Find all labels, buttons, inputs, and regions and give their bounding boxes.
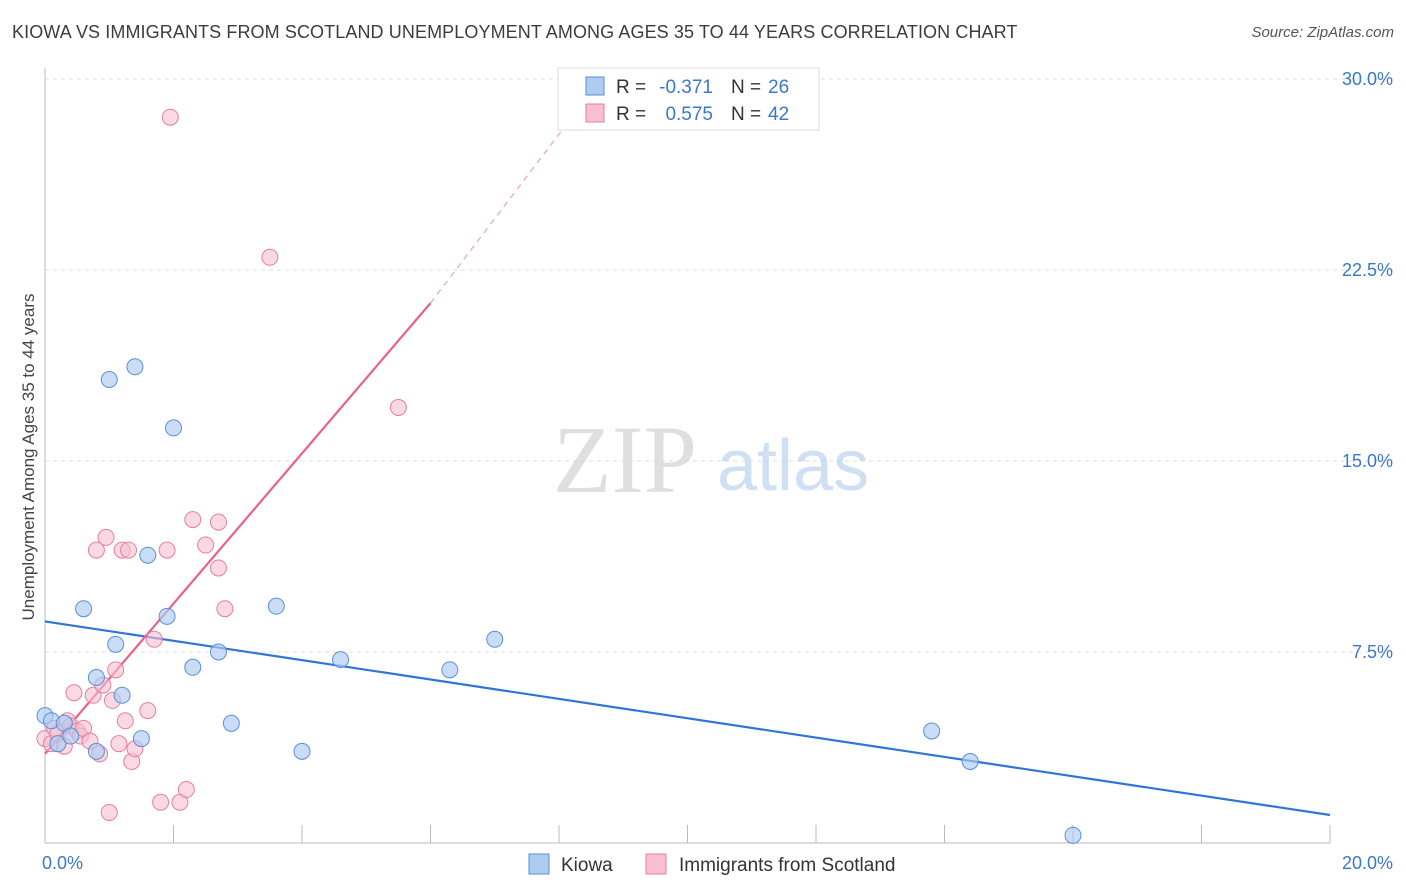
kiowa-trend-line bbox=[44, 620, 1331, 817]
scotland-point bbox=[110, 735, 128, 753]
y-tick-labels: 7.5% 15.0% 22.5% 30.0% bbox=[1342, 69, 1393, 662]
scotland-point bbox=[261, 248, 279, 266]
kiowa-point bbox=[1064, 826, 1082, 844]
x-tick-label: 20.0% bbox=[1342, 853, 1393, 873]
kiowa-point bbox=[961, 753, 979, 771]
scotland-point bbox=[158, 541, 176, 559]
kiowa-n-label: N = bbox=[731, 77, 761, 98]
scotland-point bbox=[184, 511, 202, 529]
kiowa-r-label: R = bbox=[616, 77, 646, 98]
scotland-r-value: 0.575 bbox=[665, 104, 713, 125]
legend-kiowa-swatch[interactable] bbox=[528, 853, 550, 875]
kiowa-point bbox=[209, 643, 227, 661]
scotland-point bbox=[389, 399, 407, 417]
scotland-point bbox=[107, 661, 125, 679]
kiowa-point bbox=[486, 630, 504, 648]
scotland-point bbox=[161, 108, 179, 126]
legend-scotland-label[interactable]: Immigrants from Scotland bbox=[679, 855, 895, 876]
kiowa-point bbox=[126, 358, 144, 376]
scotland-point bbox=[152, 793, 170, 811]
kiowa-point bbox=[62, 727, 80, 745]
kiowa-point bbox=[158, 607, 176, 625]
kiowa-n-value: 26 bbox=[768, 77, 789, 98]
y-tick-label: 22.5% bbox=[1342, 260, 1393, 280]
scotland-point bbox=[87, 541, 105, 559]
scotland-point bbox=[65, 684, 83, 702]
kiowa-r-value: -0.371 bbox=[659, 77, 713, 98]
scotland-point bbox=[177, 781, 195, 799]
chart-title: KIOWA VS IMMIGRANTS FROM SCOTLAND UNEMPL… bbox=[12, 22, 1018, 42]
scotland-trend-extension bbox=[430, 116, 573, 304]
kiowa-point bbox=[222, 714, 240, 732]
scotland-n-label: N = bbox=[731, 104, 761, 125]
kiowa-point bbox=[113, 686, 131, 704]
x-tick-labels: 0.0% 20.0% bbox=[42, 853, 1393, 873]
kiowa-point bbox=[87, 742, 105, 760]
kiowa-point bbox=[87, 668, 105, 686]
gridlines bbox=[45, 78, 1393, 653]
trend-lines bbox=[44, 116, 1331, 817]
legend-scotland-swatch[interactable] bbox=[645, 853, 667, 875]
series-kiowa bbox=[36, 358, 1082, 844]
scotland-n-value: 42 bbox=[768, 104, 789, 125]
kiowa-point bbox=[923, 722, 941, 740]
kiowa-point bbox=[293, 742, 311, 760]
scotland-point bbox=[209, 559, 227, 577]
kiowa-point bbox=[165, 419, 182, 437]
kiowa-point bbox=[100, 371, 118, 389]
kiowa-point bbox=[107, 635, 125, 653]
scotland-point bbox=[216, 600, 234, 618]
kiowa-swatch bbox=[585, 76, 605, 96]
scotland-point bbox=[116, 712, 134, 730]
kiowa-point bbox=[267, 597, 285, 615]
watermark: ZIP atlas bbox=[553, 406, 869, 513]
scotland-point bbox=[97, 528, 115, 546]
y-tick-label: 30.0% bbox=[1342, 69, 1393, 89]
kiowa-point bbox=[75, 600, 93, 618]
series-legend: Kiowa Immigrants from Scotland bbox=[528, 853, 895, 876]
kiowa-point bbox=[184, 658, 202, 676]
series-immigrants-from-scotland bbox=[36, 108, 407, 821]
scotland-point bbox=[120, 541, 138, 559]
watermark-zip: ZIP bbox=[553, 406, 697, 513]
scotland-point bbox=[209, 513, 227, 531]
source-credit: Source: ZipAtlas.com bbox=[1251, 24, 1394, 41]
stats-legend: R = -0.371 N = 26 R = 0.575 N = 42 bbox=[557, 67, 820, 131]
kiowa-point bbox=[441, 661, 459, 679]
scotland-point bbox=[100, 803, 118, 821]
watermark-atlas: atlas bbox=[717, 426, 869, 506]
kiowa-point bbox=[49, 735, 67, 753]
scotland-swatch bbox=[585, 103, 605, 123]
scotland-point bbox=[197, 536, 215, 554]
kiowa-point bbox=[132, 730, 150, 748]
scotland-point bbox=[145, 630, 163, 648]
scotland-trend-line bbox=[44, 302, 432, 755]
legend-kiowa-label[interactable]: Kiowa bbox=[561, 855, 613, 876]
scotland-r-label: R = bbox=[616, 104, 646, 125]
kiowa-point bbox=[332, 651, 350, 669]
scotland-point bbox=[139, 702, 157, 720]
x-tick-label: 0.0% bbox=[42, 853, 83, 873]
y-tick-label: 7.5% bbox=[1352, 642, 1393, 662]
kiowa-point bbox=[139, 546, 157, 564]
y-tick-label: 15.0% bbox=[1342, 451, 1393, 471]
y-axis-title: Unemployment Among Ages 35 to 44 years bbox=[19, 294, 38, 621]
